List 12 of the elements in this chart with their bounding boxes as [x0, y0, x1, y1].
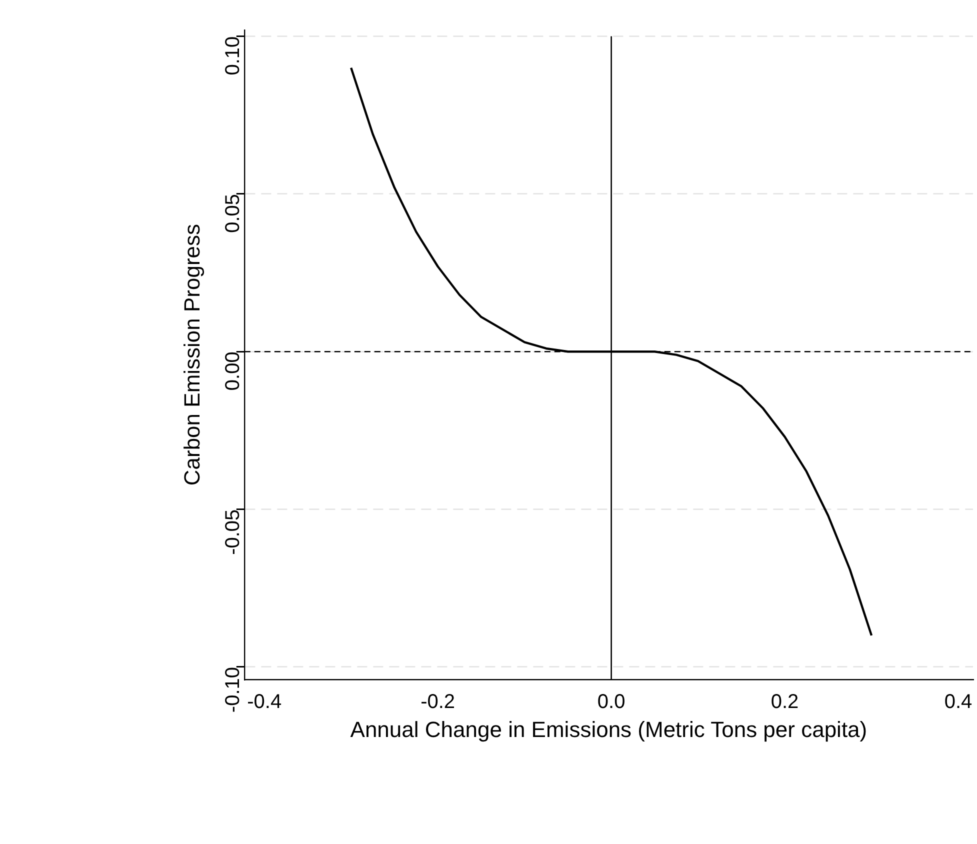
x-tick-label: -0.4: [247, 691, 282, 714]
y-tick-label: -0.05: [222, 509, 244, 555]
y-tick-label: 0.05: [222, 194, 244, 233]
x-tick-label: 0.4: [944, 691, 972, 714]
y-tick-label: 0.10: [222, 36, 244, 76]
y-tick-label: -0.10: [222, 666, 244, 713]
x-tick-label: -0.2: [420, 691, 456, 714]
y-axis-title: Carbon Emission Progress: [179, 224, 204, 486]
x-axis-title: Annual Change in Emissions (Metric Tons per capita): [350, 716, 868, 742]
x-tick-label: 0.2: [770, 691, 799, 714]
x-tick-label: 0.0: [597, 691, 626, 714]
y-tick-label: 0.00: [222, 352, 244, 391]
